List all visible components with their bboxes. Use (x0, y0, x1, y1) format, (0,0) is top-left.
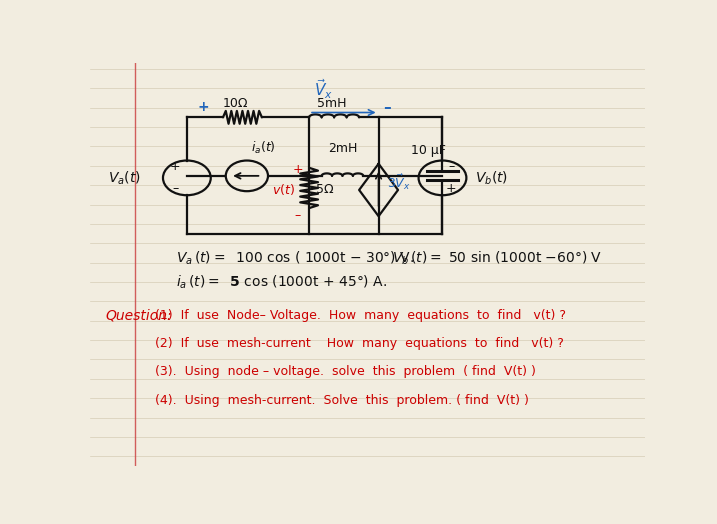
Text: –: – (295, 209, 301, 222)
Text: $V_a(t)$: $V_a(t)$ (108, 169, 141, 187)
Text: (2)  If  use  mesh-current    How  many  equations  to  find   v(t) ?: (2) If use mesh-current How many equatio… (155, 337, 564, 350)
Text: $v(t)$: $v(t)$ (272, 182, 295, 198)
Text: +: + (446, 182, 457, 195)
Text: +: + (293, 163, 303, 176)
Text: $\vec{V}_x$: $\vec{V}_x$ (313, 77, 333, 101)
Text: $i_a\,(t) = \;$ $\mathbf{5}$ cos (1000t $+$ 45°) A.: $i_a\,(t) = \;$ $\mathbf{5}$ cos (1000t … (176, 274, 387, 291)
Text: 5mH: 5mH (317, 97, 346, 111)
Text: $V_a\,(t) = \;$ 100 cos ( 1000t $-$ 30°) V.: $V_a\,(t) = \;$ 100 cos ( 1000t $-$ 30°)… (176, 250, 414, 267)
Text: (1)  If  use  Node– Voltage.  How  many  equations  to  find   v(t) ?: (1) If use Node– Voltage. How many equat… (155, 309, 566, 322)
Text: $V_b\,(t) =$ 50 sin (1000t $-$60°) V: $V_b\,(t) =$ 50 sin (1000t $-$60°) V (392, 250, 603, 267)
Text: $V_b(t)$: $V_b(t)$ (475, 169, 508, 187)
Text: +: + (198, 100, 209, 114)
Text: $i_a(t)$: $i_a(t)$ (251, 139, 275, 156)
Text: –: – (383, 100, 391, 115)
Text: $3\vec{V}_x$: $3\vec{V}_x$ (387, 172, 411, 192)
Text: Question:: Question: (105, 308, 172, 322)
Text: 10 μF: 10 μF (411, 144, 446, 157)
Text: +: + (170, 160, 181, 173)
Text: –: – (172, 182, 179, 195)
Text: (4).  Using  mesh-current.  Solve  this  problem. ( find  V(t) ): (4). Using mesh-current. Solve this prob… (155, 395, 529, 408)
Text: 2mH: 2mH (328, 142, 357, 155)
Text: (3).  Using  node – voltage.  solve  this  problem  ( find  V(t) ): (3). Using node – voltage. solve this pr… (155, 365, 536, 378)
Text: 5Ω: 5Ω (316, 183, 334, 196)
Text: –: – (448, 160, 455, 173)
Text: 10Ω: 10Ω (223, 97, 249, 111)
